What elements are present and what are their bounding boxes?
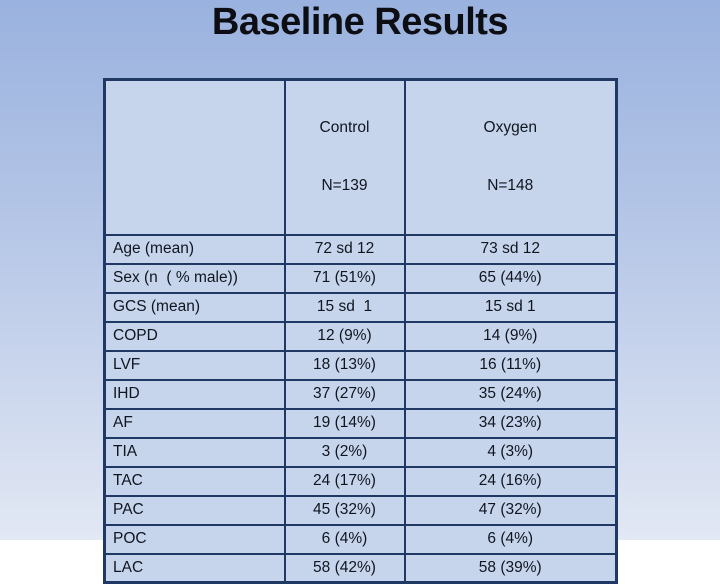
oxygen-value-cell: 4 (3%) <box>403 436 618 468</box>
row-label: LVF <box>103 349 286 381</box>
control-value-cell: 6 (4%) <box>283 523 406 555</box>
control-value-cell: 71 (51%) <box>283 262 406 294</box>
control-value-cell: 24 (17%) <box>283 465 406 497</box>
header-row: Control N=139 Oxygen N=148 <box>103 78 618 236</box>
header-oxygen-cell: Oxygen N=148 <box>403 78 618 236</box>
control-value-cell: 3 (2%) <box>283 436 406 468</box>
table-row: AF 19 (14%) 34 (23%) <box>103 407 618 439</box>
baseline-results-table: Control N=139 Oxygen N=148 Age (mean) 72… <box>103 78 618 584</box>
control-value-cell: 45 (32%) <box>283 494 406 526</box>
table-row: IHD 37 (27%) 35 (24%) <box>103 378 618 410</box>
header-control-label: Control <box>319 119 370 136</box>
header-oxygen-label: Oxygen <box>483 119 537 136</box>
row-label: POC <box>103 523 286 555</box>
row-label: TIA <box>103 436 286 468</box>
oxygen-value-cell: 35 (24%) <box>403 378 618 410</box>
header-control-cell: Control N=139 <box>283 78 406 236</box>
control-value-cell: 12 (9%) <box>283 320 406 352</box>
oxygen-value-cell: 65 (44%) <box>403 262 618 294</box>
row-label: PAC <box>103 494 286 526</box>
control-value-cell: 58 (42%) <box>283 552 406 584</box>
oxygen-value-cell: 15 sd 1 <box>403 291 618 323</box>
oxygen-value-cell: 58 (39%) <box>403 552 618 584</box>
header-empty-cell <box>103 78 286 236</box>
oxygen-value-cell: 73 sd 12 <box>403 233 618 265</box>
oxygen-value-cell: 6 (4%) <box>403 523 618 555</box>
oxygen-value-cell: 16 (11%) <box>403 349 618 381</box>
control-value-cell: 37 (27%) <box>283 378 406 410</box>
oxygen-value-cell: 34 (23%) <box>403 407 618 439</box>
oxygen-value-cell: 24 (16%) <box>403 465 618 497</box>
header-control-n: N=139 <box>321 177 368 195</box>
table-row: LAC 58 (42%) 58 (39%) <box>103 552 618 584</box>
table-row: TIA 3 (2%) 4 (3%) <box>103 436 618 468</box>
row-label: Sex (n ( % male)) <box>103 262 286 294</box>
control-value-cell: 15 sd 1 <box>283 291 406 323</box>
table-row: Age (mean) 72 sd 12 73 sd 12 <box>103 233 618 265</box>
table-row: PAC 45 (32%) 47 (32%) <box>103 494 618 526</box>
row-label: COPD <box>103 320 286 352</box>
table-row: COPD 12 (9%) 14 (9%) <box>103 320 618 352</box>
row-label: LAC <box>103 552 286 584</box>
slide-title: Baseline Results <box>211 1 509 43</box>
oxygen-value-cell: 47 (32%) <box>403 494 618 526</box>
table-row: LVF 18 (13%) 16 (11%) <box>103 349 618 381</box>
row-label: IHD <box>103 378 286 410</box>
table-row: POC 6 (4%) 6 (4%) <box>103 523 618 555</box>
control-value-cell: 18 (13%) <box>283 349 406 381</box>
header-oxygen-n: N=148 <box>487 177 534 195</box>
table-row: TAC 24 (17%) 24 (16%) <box>103 465 618 497</box>
row-label: GCS (mean) <box>103 291 286 323</box>
table-row: GCS (mean) 15 sd 1 15 sd 1 <box>103 291 618 323</box>
control-value-cell: 19 (14%) <box>283 407 406 439</box>
row-label: TAC <box>103 465 286 497</box>
row-label: AF <box>103 407 286 439</box>
oxygen-value-cell: 14 (9%) <box>403 320 618 352</box>
control-value-cell: 72 sd 12 <box>283 233 406 265</box>
row-label: Age (mean) <box>103 233 286 265</box>
table-row: Sex (n ( % male)) 71 (51%) 65 (44%) <box>103 262 618 294</box>
